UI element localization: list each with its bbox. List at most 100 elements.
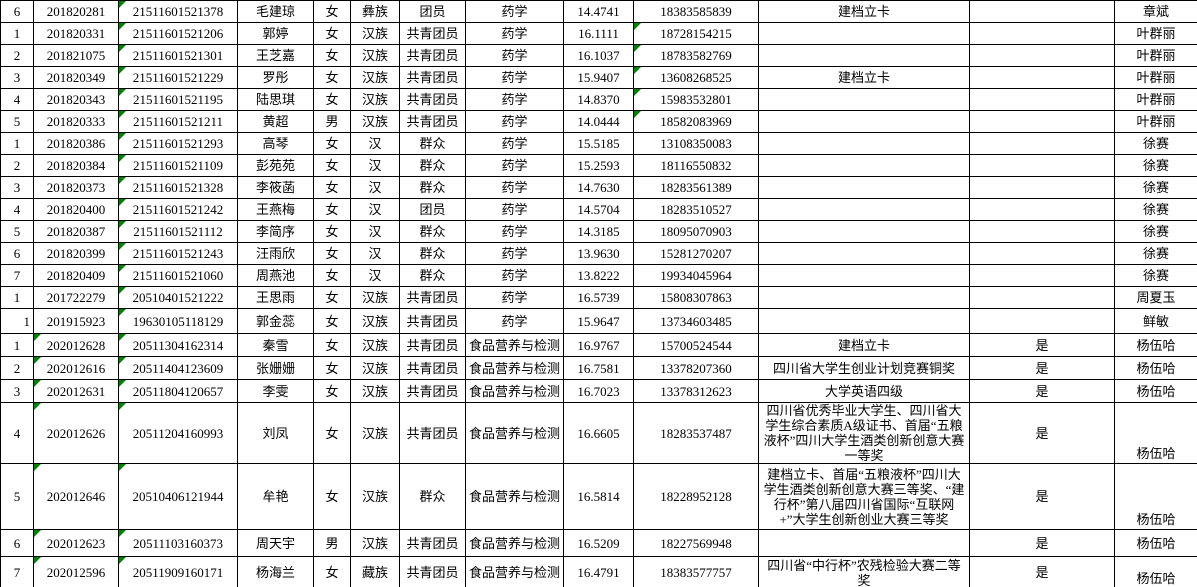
cell-ethnicity[interactable]: 彝族 bbox=[350, 0, 400, 23]
cell-student-id[interactable]: 201820281 bbox=[33, 0, 119, 23]
cell-student-id[interactable]: 201915923 bbox=[33, 308, 119, 334]
cell-name[interactable]: 罗彤 bbox=[237, 66, 314, 89]
cell-major[interactable]: 药学 bbox=[465, 198, 564, 221]
cell-confirm[interactable] bbox=[969, 110, 1115, 133]
cell-ethnicity[interactable]: 汉族 bbox=[350, 333, 400, 357]
cell-id-number[interactable]: 21511601521378 bbox=[118, 0, 238, 23]
cell-row-number[interactable]: 2 bbox=[0, 154, 34, 177]
cell-political-status[interactable]: 群众 bbox=[399, 176, 466, 199]
cell-teacher[interactable]: 徐赛 bbox=[1114, 198, 1197, 221]
cell-name[interactable]: 黄超 bbox=[237, 110, 314, 133]
cell-major[interactable]: 药学 bbox=[465, 110, 564, 133]
cell-phone[interactable]: 18283537487 bbox=[633, 402, 759, 464]
cell-major[interactable]: 药学 bbox=[465, 264, 564, 287]
cell-political-status[interactable]: 共青团员 bbox=[399, 88, 466, 111]
cell-award[interactable] bbox=[758, 308, 970, 334]
cell-teacher[interactable]: 杨伍哈 bbox=[1114, 556, 1197, 587]
cell-political-status[interactable]: 群众 bbox=[399, 264, 466, 287]
cell-id-number[interactable]: 21511601521229 bbox=[118, 66, 238, 89]
cell-award[interactable]: 四川省“中行杯”农残检验大赛二等奖 bbox=[758, 556, 970, 587]
cell-name[interactable]: 王燕梅 bbox=[237, 198, 314, 221]
cell-phone[interactable]: 15983532801 bbox=[633, 88, 759, 111]
cell-political-status[interactable]: 共青团员 bbox=[399, 529, 466, 557]
cell-student-id[interactable]: 201820387 bbox=[33, 220, 119, 243]
cell-award[interactable] bbox=[758, 176, 970, 199]
cell-row-number[interactable]: 7 bbox=[0, 264, 34, 287]
cell-major[interactable]: 食品营养与检测 bbox=[465, 463, 564, 530]
cell-teacher[interactable]: 杨伍哈 bbox=[1114, 463, 1197, 530]
cell-name[interactable]: 王思雨 bbox=[237, 286, 314, 309]
cell-id-number[interactable]: 20511103160373 bbox=[118, 529, 238, 557]
cell-confirm[interactable] bbox=[969, 66, 1115, 89]
cell-score[interactable]: 16.5209 bbox=[563, 529, 634, 557]
cell-ethnicity[interactable]: 汉族 bbox=[350, 22, 400, 45]
cell-name[interactable]: 杨海兰 bbox=[237, 556, 314, 587]
cell-confirm[interactable] bbox=[969, 22, 1115, 45]
cell-phone[interactable]: 18283510527 bbox=[633, 198, 759, 221]
cell-political-status[interactable]: 团员 bbox=[399, 0, 466, 23]
cell-student-id[interactable]: 202012628 bbox=[33, 333, 119, 357]
cell-ethnicity[interactable]: 汉族 bbox=[350, 88, 400, 111]
cell-student-id[interactable]: 201820409 bbox=[33, 264, 119, 287]
cell-gender[interactable]: 女 bbox=[313, 132, 351, 155]
cell-major[interactable]: 食品营养与检测 bbox=[465, 333, 564, 357]
cell-row-number[interactable]: 3 bbox=[0, 66, 34, 89]
cell-award[interactable] bbox=[758, 44, 970, 67]
cell-award[interactable] bbox=[758, 286, 970, 309]
cell-phone[interactable]: 19934045964 bbox=[633, 264, 759, 287]
cell-confirm[interactable] bbox=[969, 308, 1115, 334]
cell-student-id[interactable]: 201820400 bbox=[33, 198, 119, 221]
cell-ethnicity[interactable]: 汉族 bbox=[350, 66, 400, 89]
cell-gender[interactable]: 女 bbox=[313, 154, 351, 177]
cell-political-status[interactable]: 群众 bbox=[399, 242, 466, 265]
cell-political-status[interactable]: 共青团员 bbox=[399, 44, 466, 67]
cell-major[interactable]: 食品营养与检测 bbox=[465, 379, 564, 403]
cell-phone[interactable]: 18728154215 bbox=[633, 22, 759, 45]
cell-teacher[interactable]: 叶群丽 bbox=[1114, 110, 1197, 133]
cell-major[interactable]: 药学 bbox=[465, 286, 564, 309]
cell-row-number[interactable]: 1 bbox=[0, 308, 34, 334]
cell-major[interactable]: 药学 bbox=[465, 22, 564, 45]
cell-award[interactable]: 四川省优秀毕业大学生、四川省大学生综合素质A级证书、首届“五粮液杯”四川大学生酒… bbox=[758, 402, 970, 464]
cell-teacher[interactable]: 鲜敏 bbox=[1114, 308, 1197, 334]
cell-gender[interactable]: 女 bbox=[313, 0, 351, 23]
cell-score[interactable]: 13.8222 bbox=[563, 264, 634, 287]
cell-student-id[interactable]: 202012616 bbox=[33, 356, 119, 380]
cell-political-status[interactable]: 共青团员 bbox=[399, 379, 466, 403]
cell-teacher[interactable]: 叶群丽 bbox=[1114, 22, 1197, 45]
cell-score[interactable]: 16.1037 bbox=[563, 44, 634, 67]
cell-row-number[interactable]: 4 bbox=[0, 88, 34, 111]
cell-student-id[interactable]: 202012646 bbox=[33, 463, 119, 530]
cell-gender[interactable]: 女 bbox=[313, 44, 351, 67]
cell-gender[interactable]: 男 bbox=[313, 110, 351, 133]
cell-award[interactable]: 大学英语四级 bbox=[758, 379, 970, 403]
cell-phone[interactable]: 18783582769 bbox=[633, 44, 759, 67]
cell-political-status[interactable]: 群众 bbox=[399, 463, 466, 530]
cell-student-id[interactable]: 201821075 bbox=[33, 44, 119, 67]
cell-student-id[interactable]: 201820343 bbox=[33, 88, 119, 111]
cell-confirm[interactable]: 是 bbox=[969, 402, 1115, 464]
cell-confirm[interactable] bbox=[969, 242, 1115, 265]
cell-award[interactable]: 建档立卡 bbox=[758, 333, 970, 357]
cell-score[interactable]: 14.7630 bbox=[563, 176, 634, 199]
cell-row-number[interactable]: 4 bbox=[0, 198, 34, 221]
cell-award[interactable] bbox=[758, 220, 970, 243]
cell-ethnicity[interactable]: 汉族 bbox=[350, 356, 400, 380]
cell-confirm[interactable]: 是 bbox=[969, 356, 1115, 380]
cell-confirm[interactable] bbox=[969, 0, 1115, 23]
cell-ethnicity[interactable]: 汉族 bbox=[350, 463, 400, 530]
cell-student-id[interactable]: 202012623 bbox=[33, 529, 119, 557]
cell-confirm[interactable] bbox=[969, 44, 1115, 67]
cell-student-id[interactable]: 202012626 bbox=[33, 402, 119, 464]
cell-teacher[interactable]: 章斌 bbox=[1114, 0, 1197, 23]
cell-teacher[interactable]: 徐赛 bbox=[1114, 154, 1197, 177]
cell-row-number[interactable]: 3 bbox=[0, 176, 34, 199]
cell-student-id[interactable]: 201820399 bbox=[33, 242, 119, 265]
cell-ethnicity[interactable]: 汉 bbox=[350, 132, 400, 155]
cell-row-number[interactable]: 5 bbox=[0, 110, 34, 133]
cell-major[interactable]: 药学 bbox=[465, 220, 564, 243]
cell-student-id[interactable]: 201820373 bbox=[33, 176, 119, 199]
cell-confirm[interactable] bbox=[969, 132, 1115, 155]
cell-name[interactable]: 毛建琼 bbox=[237, 0, 314, 23]
cell-political-status[interactable]: 群众 bbox=[399, 220, 466, 243]
